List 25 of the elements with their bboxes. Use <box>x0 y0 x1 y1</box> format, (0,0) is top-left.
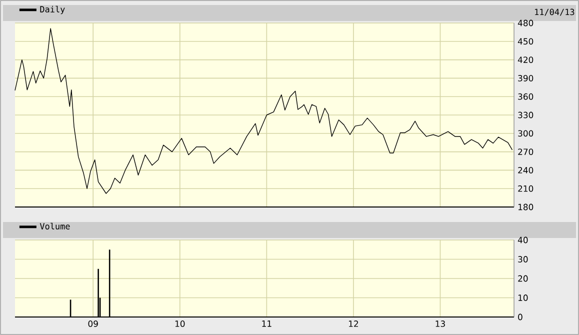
y-tick-label: 270 <box>518 148 534 156</box>
y-tick-label: 480 <box>518 20 534 26</box>
y-tick-label: 420 <box>518 56 534 64</box>
text: 11/04/13 <box>535 8 574 16</box>
legend-label: Volume <box>40 222 70 230</box>
x-tick-label: 12 <box>349 320 358 327</box>
legend-label: Daily <box>40 6 65 14</box>
y-tick-label: 30 <box>518 256 528 262</box>
y-tick-label: 10 <box>518 294 528 301</box>
y-tick-label: 450 <box>518 38 534 45</box>
y-tick-label: 0 <box>518 314 522 320</box>
x-tick-label: 13 <box>436 320 445 327</box>
y-tick-label: 390 <box>518 75 534 82</box>
y-tick-label: 20 <box>518 275 528 282</box>
y-tick-label: 210 <box>518 185 534 192</box>
y-tick-label: 330 <box>518 112 534 118</box>
y-tick-label: 40 <box>518 236 528 244</box>
y-tick-label: 360 <box>518 93 534 100</box>
x-tick-label: 09 <box>88 320 98 327</box>
y-tick-label: 240 <box>518 167 534 174</box>
line-series <box>14 28 513 194</box>
x-tick-label: 11 <box>262 320 272 327</box>
x-tick-label: 10 <box>175 320 185 327</box>
y-tick-label: 300 <box>518 130 534 137</box>
y-tick-label: 180 <box>518 204 534 210</box>
